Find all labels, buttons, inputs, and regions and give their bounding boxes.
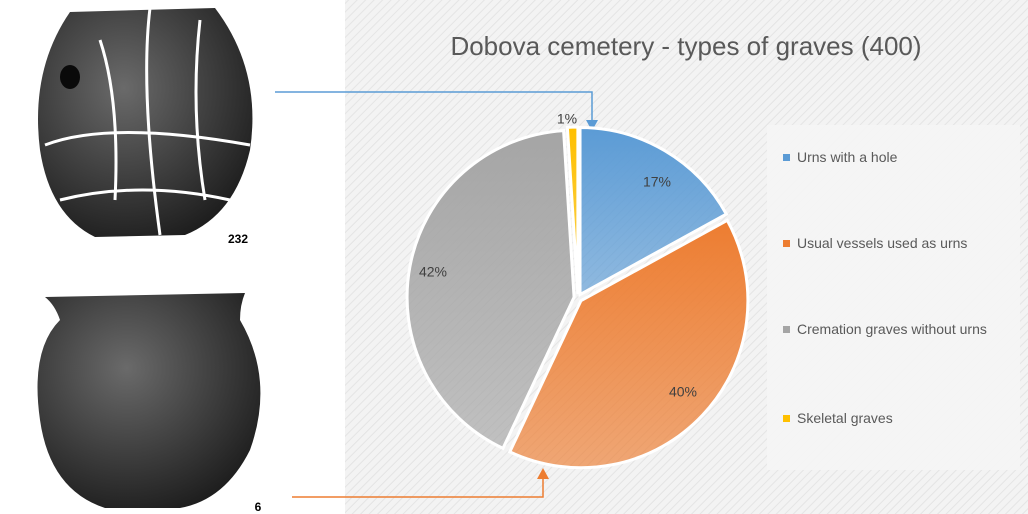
legend-swatch	[783, 415, 790, 422]
vessel-cracks	[44, 7, 251, 236]
legend: Urns with a hole Usual vessels used as ur…	[767, 125, 1020, 470]
pie-slice	[405, 128, 576, 451]
legend-swatch	[783, 326, 790, 333]
pie-slice	[507, 218, 750, 470]
pie-slice	[578, 126, 729, 298]
legend-label: Usual vessels used as urns	[797, 235, 968, 251]
legend-label: Skeletal graves	[797, 410, 893, 426]
connector	[292, 477, 544, 498]
arrow-head	[537, 468, 549, 479]
legend-item: Skeletal graves	[783, 408, 1022, 429]
photo-label: 232	[228, 232, 248, 246]
photo-label: 6	[255, 500, 262, 514]
vessel-photo	[37, 293, 261, 508]
data-label: 17%	[643, 174, 671, 190]
legend-item: Usual vessels used as urns	[783, 233, 1022, 254]
pie-slice	[565, 125, 580, 295]
legend-item: Cremation graves without urns	[783, 319, 1022, 340]
arrow-head	[586, 120, 598, 131]
data-label: 40%	[669, 384, 697, 400]
legend-item: Urns with a hole	[783, 147, 1022, 168]
legend-swatch	[783, 154, 790, 161]
data-label: 42%	[419, 264, 447, 280]
legend-label: Cremation graves without urns	[797, 321, 987, 337]
legend-swatch	[783, 240, 790, 247]
vessel-photo	[38, 8, 253, 237]
connector	[275, 91, 593, 122]
chart-title: Dobova cemetery - types of graves (400)	[450, 31, 921, 61]
legend-label: Urns with a hole	[797, 149, 898, 165]
data-label: 1%	[557, 111, 577, 127]
vessel-hole	[60, 65, 80, 89]
